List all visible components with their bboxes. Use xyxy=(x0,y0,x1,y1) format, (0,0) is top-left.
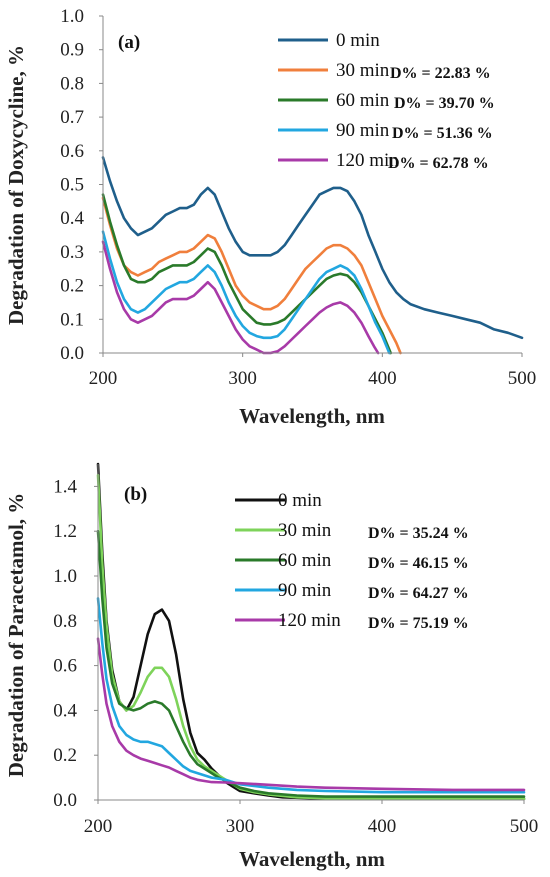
chart-b-series-line-2 xyxy=(96,529,526,798)
chart-a-y-tick-label: 0.1 xyxy=(60,309,84,330)
chart-b-y-tick-label: 1.4 xyxy=(53,476,77,497)
chart-a-x-tick-label: 200 xyxy=(89,368,118,389)
chart-a-series-line-2 xyxy=(101,193,393,355)
chart-b-legend-label: 120 min xyxy=(278,610,341,631)
chart-a-y-tick-label: 0.2 xyxy=(60,276,84,297)
chart-a-degradation-value: D% = 51.36 % xyxy=(392,125,493,142)
chart-b-y-tick-label: 0.2 xyxy=(53,745,77,766)
chart-b-panel-label: (b) xyxy=(124,484,147,505)
chart-a-legend-label: 90 min xyxy=(336,120,390,141)
chart-a-y-tick-label: 0.4 xyxy=(60,208,84,229)
chart-b-series-line-3 xyxy=(96,597,526,794)
chart-b-y-tick-label: 0.6 xyxy=(53,656,77,677)
chart-a-series-line-3 xyxy=(101,230,391,355)
chart-a-y-tick-label: 0.3 xyxy=(60,242,84,263)
chart-b-x-tick-label: 300 xyxy=(226,816,255,837)
chart-a-y-tick-label: 0.8 xyxy=(60,73,84,94)
chart-a-x-tick-label: 400 xyxy=(368,368,397,389)
chart-a-legend-label: 60 min xyxy=(336,90,390,111)
chart-b-legend-label: 60 min xyxy=(278,550,332,571)
chart-b-y-tick-label: 1.0 xyxy=(53,566,77,587)
chart-b-x-tick-label: 500 xyxy=(510,816,539,837)
chart-a-y-tick-label: 0.5 xyxy=(60,175,84,196)
chart-b-x-tick-label: 200 xyxy=(84,816,113,837)
chart-b-y-tick-label: 0.8 xyxy=(53,611,77,632)
chart-a-series-line-1 xyxy=(101,196,402,355)
chart-b-series-line-4 xyxy=(96,637,526,792)
chart-a-series-line-4 xyxy=(101,240,380,355)
chart-b-x-tick-label: 400 xyxy=(368,816,397,837)
chart-b-legend-label: 90 min xyxy=(278,580,332,601)
chart-a-y-tick-label: 1.0 xyxy=(60,6,84,27)
chart-a-degradation-value: D% = 39.70 % xyxy=(394,95,495,112)
chart-a-x-tick-label: 500 xyxy=(508,368,537,389)
chart-a-y-tick-label: 0.0 xyxy=(60,343,84,364)
chart-b-legend-label: 30 min xyxy=(278,520,332,541)
chart-a-panel-label: (a) xyxy=(118,32,140,53)
chart-a-series-line-0 xyxy=(101,156,524,340)
chart-b-x-axis-label: Wavelength, nm xyxy=(239,847,385,871)
chart-b: 0.0 0.2 0.4 0.6 0.8 1.0 1.2 1.4 200 300 400 500 (b… xyxy=(4,462,539,871)
chart-a-y-tick-label: 0.7 xyxy=(60,107,84,128)
chart-a-degradation-value: D% = 62.78 % xyxy=(388,155,489,172)
chart-a-y-axis-label: Degradation of Doxycycline, % xyxy=(4,45,28,325)
chart-b-degradation-value: D% = 46.15 % xyxy=(368,555,469,572)
chart-b-degradation-value: D% = 64.27 % xyxy=(368,585,469,602)
chart-a-legend-label: 30 min xyxy=(336,60,390,81)
chart-a: 0.0 0.1 0.2 0.3 0.4 0.5 0.6 0.7 0.8 0.9 1.0 200 300… xyxy=(4,6,536,428)
chart-b-legend-label: 0 min xyxy=(278,490,322,511)
chart-a-degradation-value: D% = 22.83 % xyxy=(390,65,491,82)
chart-a-y-tick-label: 0.9 xyxy=(60,40,84,61)
chart-a-legend-label: 0 min xyxy=(336,30,380,51)
chart-a-legend-label: 120 min xyxy=(336,150,399,171)
chart-b-degradation-value: D% = 35.24 % xyxy=(368,525,469,542)
chart-b-y-tick-label: 0.0 xyxy=(53,790,77,811)
chart-b-y-tick-label: 0.4 xyxy=(53,700,77,721)
chart-b-y-axis-label: Degradation of Paracetamol, % xyxy=(4,493,28,778)
chart-a-x-axis-label: Wavelength, nm xyxy=(239,404,385,428)
chart-a-y-tick-label: 0.6 xyxy=(60,141,84,162)
chart-b-degradation-value: D% = 75.19 % xyxy=(368,615,469,632)
chart-a-x-tick-label: 300 xyxy=(228,368,257,389)
chart-b-y-tick-label: 1.2 xyxy=(53,521,77,542)
